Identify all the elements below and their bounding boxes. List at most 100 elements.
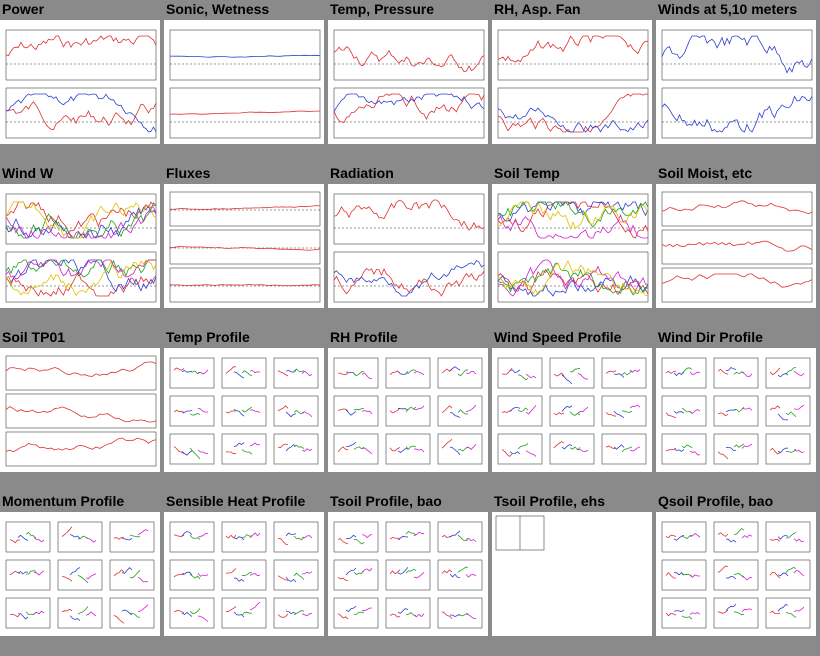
plot-line (181, 571, 193, 576)
plot-line (277, 613, 289, 618)
tile-title: Sensible Heat Profile (166, 493, 306, 509)
plot-panel (385, 433, 431, 465)
plot-line (285, 369, 297, 373)
plot-panel (385, 597, 431, 629)
plot-line (777, 604, 789, 612)
plot-line (121, 567, 133, 574)
plot-line (725, 538, 737, 543)
plot-tile[interactable]: Power (0, 0, 162, 164)
plot-line (397, 535, 409, 540)
plot-line (277, 538, 289, 545)
plot-line (361, 447, 373, 455)
plot-line (397, 407, 409, 411)
plot-tile[interactable]: Sonic, Wetness (164, 0, 326, 164)
plot-thumbnail[interactable] (656, 348, 816, 472)
plot-thumbnail[interactable] (656, 20, 816, 144)
plot-line (301, 613, 313, 617)
plot-line (665, 612, 677, 617)
plot-tile[interactable]: Momentum Profile (0, 492, 162, 656)
plot-tile[interactable]: Tsoil Profile, bao (328, 492, 490, 656)
plot-line (785, 367, 797, 375)
plot-thumbnail[interactable] (328, 20, 488, 144)
plot-thumbnail[interactable] (0, 512, 160, 636)
plot-thumbnail[interactable] (656, 512, 816, 636)
plot-tile[interactable]: Winds at 5,10 meters (656, 0, 818, 164)
plot-panel (713, 559, 759, 591)
plot-tile[interactable]: Soil Moist, etc (656, 164, 818, 328)
plot-tile[interactable]: Temp Profile (164, 328, 326, 492)
plot-line (785, 567, 797, 573)
plot-line (397, 566, 409, 575)
plot-panel (601, 433, 647, 465)
plot-line (241, 449, 253, 455)
plot-graphic (333, 193, 485, 303)
plot-thumbnail[interactable] (492, 348, 652, 472)
plot-line (197, 615, 209, 622)
plot-tile[interactable]: Tsoil Profile, ehs (492, 492, 654, 656)
plot-tile[interactable]: Wind Dir Profile (656, 328, 818, 492)
plot-line (5, 201, 157, 234)
plot-thumbnail[interactable] (492, 20, 652, 144)
plot-line (85, 611, 97, 617)
plot-panel (661, 521, 707, 553)
plot-graphic (495, 515, 545, 551)
plot-tile[interactable]: Qsoil Profile, bao (656, 492, 818, 656)
plot-thumbnail[interactable] (0, 184, 160, 308)
plot-thumbnail[interactable] (328, 348, 488, 472)
plot-tile[interactable]: Soil Temp (492, 164, 654, 328)
plot-panel (5, 87, 157, 139)
tile-title: Wind Speed Profile (494, 329, 622, 345)
plot-thumbnail[interactable] (656, 184, 816, 308)
plot-line (397, 370, 409, 375)
plot-line (769, 367, 781, 376)
plot-thumbnail[interactable] (328, 184, 488, 308)
plot-panel (221, 433, 267, 465)
plot-panel (109, 597, 155, 629)
plot-line (241, 572, 253, 577)
plot-line (333, 46, 485, 73)
plot-tile[interactable]: Wind W (0, 164, 162, 328)
plot-line (189, 370, 201, 375)
plot-panel (333, 193, 485, 245)
plot-line (77, 575, 89, 584)
plot-tile[interactable]: RH, Asp. Fan (492, 0, 654, 164)
plot-thumbnail[interactable] (0, 348, 160, 472)
plot-thumbnail[interactable] (328, 512, 488, 636)
plot-thumbnail[interactable] (492, 184, 652, 308)
plot-panel (57, 597, 103, 629)
plot-line (605, 445, 617, 450)
tile-title: Radiation (330, 165, 394, 181)
plot-line (353, 539, 365, 545)
plot-line (569, 411, 581, 416)
tile-title: Qsoil Profile, bao (658, 493, 774, 509)
plot-line (189, 573, 201, 580)
plot-line (9, 539, 20, 544)
plot-panel (497, 395, 543, 427)
plot-line (17, 571, 29, 575)
plot-thumbnail[interactable] (164, 348, 324, 472)
plot-tile[interactable]: RH Profile (328, 328, 490, 492)
plot-tile[interactable]: Temp, Pressure (328, 0, 490, 164)
plot-tile[interactable]: Wind Speed Profile (492, 328, 654, 492)
plot-tile[interactable]: Radiation (328, 164, 490, 328)
plot-line (233, 577, 245, 582)
plot-panel (169, 597, 215, 629)
plot-tile[interactable]: Fluxes (164, 164, 326, 328)
plot-thumbnail[interactable] (164, 184, 324, 308)
plot-thumbnail[interactable] (164, 512, 324, 636)
plot-thumbnail[interactable] (164, 20, 324, 144)
plot-thumbnail[interactable] (0, 20, 160, 144)
plot-line (769, 447, 781, 455)
plot-tile[interactable]: Sensible Heat Profile (164, 492, 326, 656)
plot-panel (601, 395, 647, 427)
plot-tile[interactable]: Soil TP01 (0, 328, 162, 492)
plot-line (197, 532, 209, 538)
plot-line (441, 405, 453, 414)
plot-thumbnail[interactable] (492, 512, 652, 636)
plot-line (741, 534, 753, 539)
plot-line (741, 443, 753, 449)
plot-line (525, 450, 537, 457)
plot-line (249, 572, 261, 577)
plot-line (5, 206, 157, 239)
plot-line (577, 406, 589, 414)
